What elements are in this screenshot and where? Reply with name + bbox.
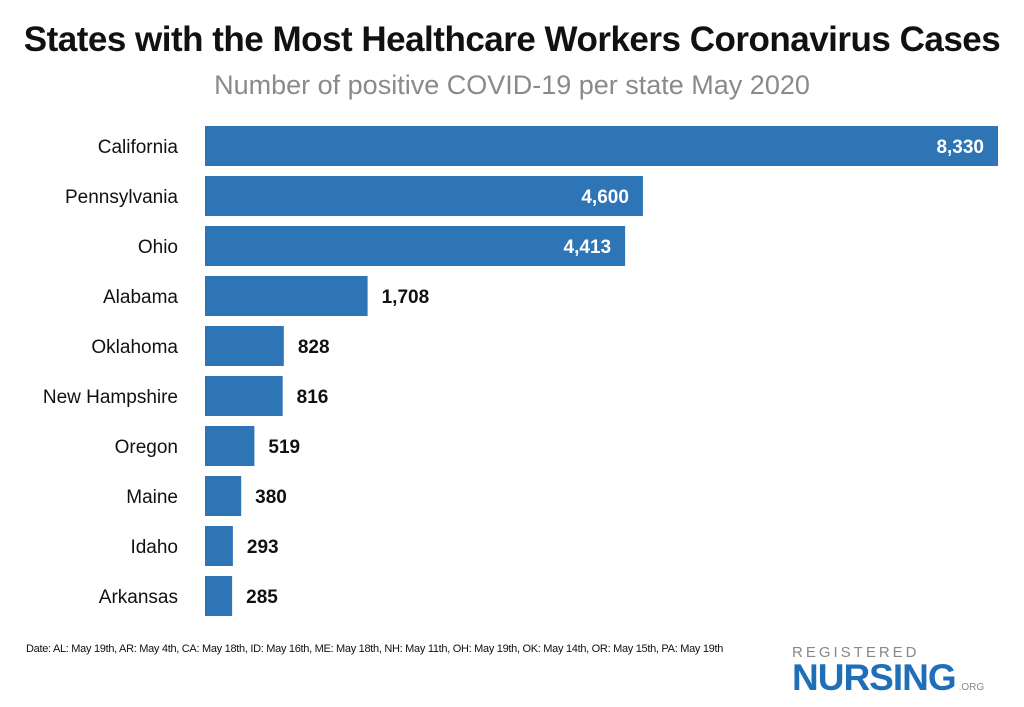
chart-title: States with the Most Healthcare Workers … [23,20,1001,59]
bar-ohio [205,226,626,266]
category-label: Arkansas [99,587,178,608]
chart-subtitle: Number of positive COVID-19 per state Ma… [214,70,810,100]
data-label: 285 [246,587,278,608]
category-label: Oregon [115,437,178,458]
category-label: Alabama [103,287,178,308]
data-label: 816 [297,387,329,408]
bar-new-hampshire [205,376,283,416]
bar-alabama [205,276,368,316]
data-label: 4,413 [564,237,612,258]
category-label: Idaho [130,537,178,558]
bar-idaho [205,526,233,566]
category-label: Oklahoma [91,337,178,358]
data-label: 380 [255,487,287,508]
data-label: 8,330 [936,137,984,158]
bar-maine [205,476,242,516]
category-label: Pennsylvania [65,187,178,208]
logo-line1: REGISTERED [792,644,920,661]
footnote: Date: AL: May 19th, AR: May 4th, CA: May… [26,643,724,655]
data-label: 519 [268,437,300,458]
bar-oregon [205,426,255,466]
registered-nursing-logo: REGISTERED NURSING .ORG [792,644,985,698]
category-label: Ohio [138,237,178,258]
category-label: California [98,137,179,158]
data-label: 4,600 [581,187,629,208]
data-label: 828 [298,337,330,358]
category-label: Maine [126,487,178,508]
data-label: 1,708 [382,287,430,308]
category-label: New Hampshire [43,387,178,408]
bar-oklahoma [205,326,284,366]
bar-pennsylvania [205,176,643,216]
bar-arkansas [205,576,233,616]
logo-suffix: .ORG [958,682,985,693]
logo-line2: NURSING [792,657,957,698]
bar-california [205,126,998,166]
bar-chart: California 8,330 Pennsylvania 4,600 Ohio 4,41… [43,126,998,616]
data-label: 293 [247,537,279,558]
